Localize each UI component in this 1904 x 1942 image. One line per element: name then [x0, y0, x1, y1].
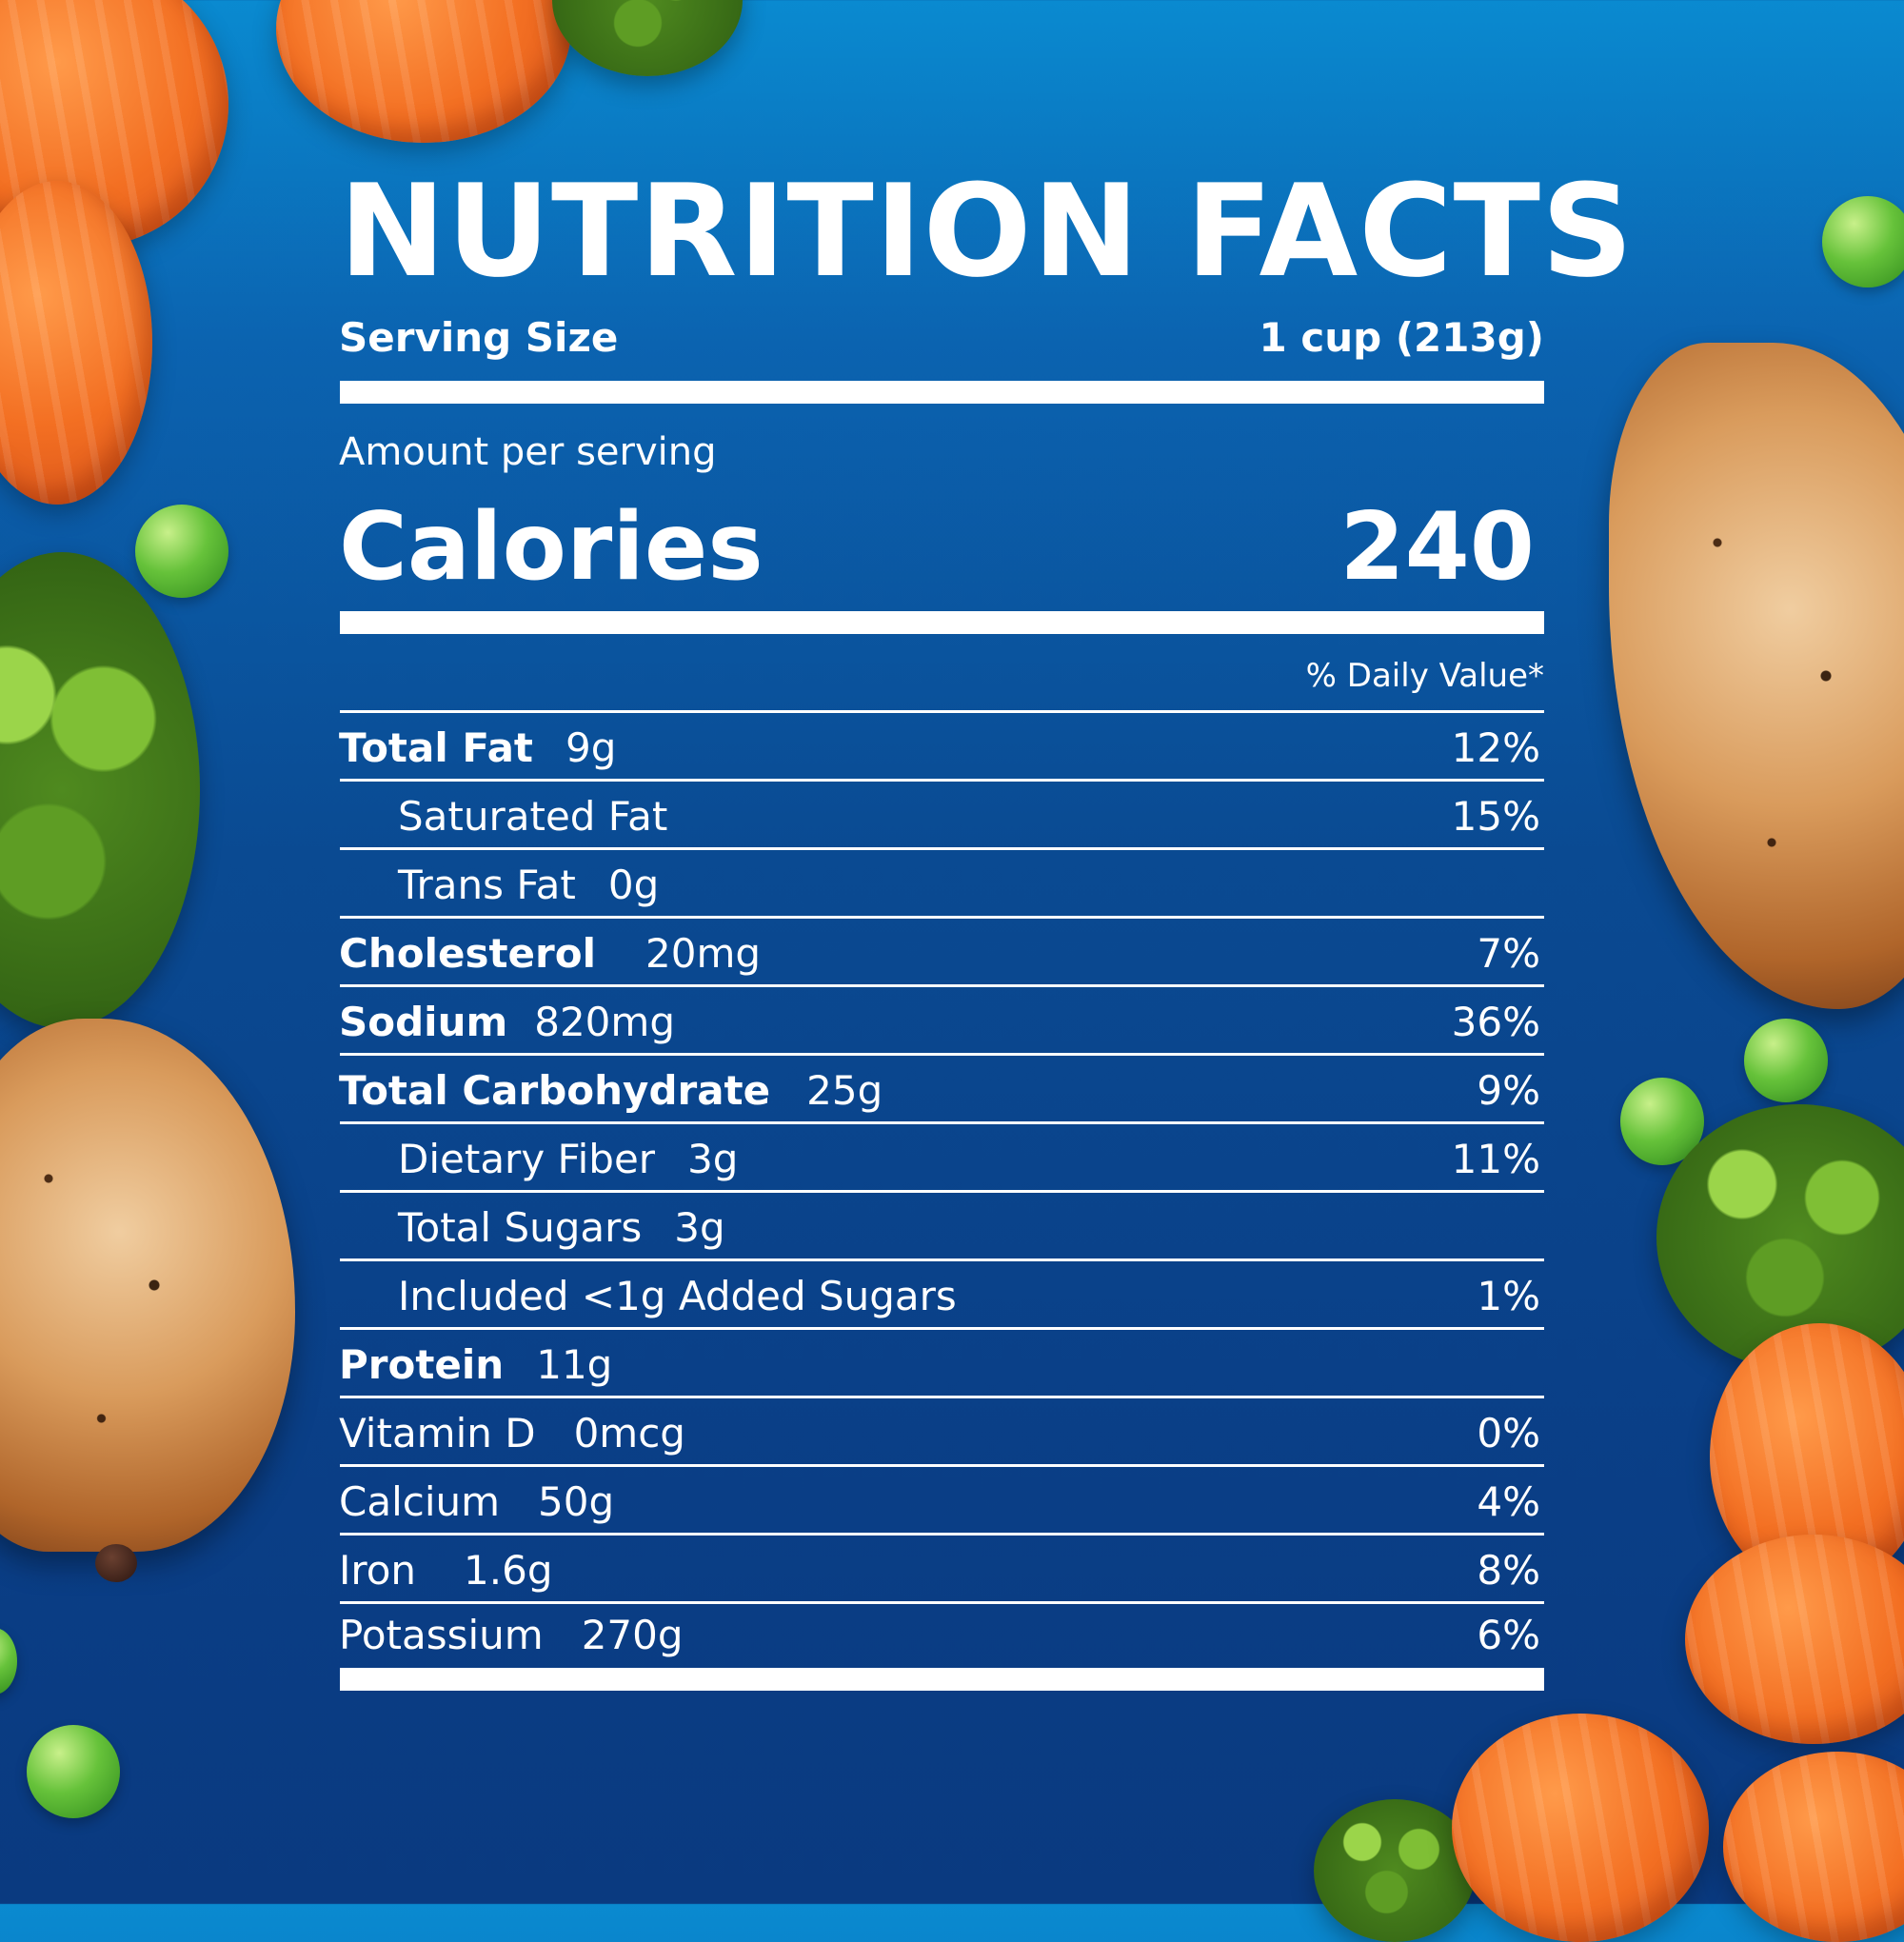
serving-size-row: Serving Size 1 cup (213g) — [339, 308, 1544, 366]
nutrient-name: Dietary Fiber — [398, 1135, 656, 1182]
nutrient-daily-value: 12% — [1451, 723, 1540, 771]
nutrient-name: Iron — [339, 1546, 417, 1594]
nutrient-amount: 0mcg — [573, 1409, 685, 1456]
pepper-image — [95, 1544, 137, 1582]
carrot-slice-image — [1685, 1535, 1904, 1744]
serving-size-value: 1 cup (213g) — [1259, 313, 1544, 361]
broccoli-image — [0, 552, 200, 1028]
nutrient-daily-value: 11% — [1451, 1135, 1540, 1182]
divider-thick — [340, 381, 1544, 404]
pea-image — [1744, 1019, 1828, 1102]
divider-thick — [340, 1668, 1544, 1691]
nutrient-row-calcium: Calcium 50g 4% — [339, 1468, 1544, 1535]
divider-thin — [340, 984, 1544, 987]
pea-image — [27, 1725, 120, 1818]
nutrient-row-vitamin-d: Vitamin D 0mcg 0% — [339, 1399, 1544, 1466]
divider-thin — [340, 1533, 1544, 1536]
label-title: NUTRITION FACTS — [339, 157, 1635, 306]
nutrient-amount: 11g — [536, 1340, 613, 1388]
nutrient-name: Total Carbohydrate — [339, 1066, 771, 1114]
nutrient-daily-value: 36% — [1451, 998, 1540, 1045]
serving-size-label: Serving Size — [339, 313, 619, 361]
nutrient-name: Vitamin D — [339, 1409, 536, 1456]
nutrient-amount: 20mg — [645, 929, 762, 977]
nutrient-row-saturated-fat: Saturated Fat 15% — [339, 783, 1544, 849]
nutrient-name: Saturated Fat — [398, 792, 668, 840]
nutrient-row-total-carbohydrate: Total Carbohydrate 25g 9% — [339, 1057, 1544, 1123]
nutrient-amount: 1.6g — [464, 1546, 553, 1594]
calories-label: Calories — [339, 493, 764, 602]
nutrient-amount: 9g — [565, 723, 617, 771]
pea-image — [0, 1628, 17, 1694]
nutrient-amount: 25g — [806, 1066, 883, 1114]
amount-per-serving: Amount per serving — [339, 430, 717, 474]
nutrient-name: Included <1g Added Sugars — [398, 1272, 957, 1319]
divider-thick — [340, 611, 1544, 634]
nutrient-daily-value: 4% — [1477, 1477, 1540, 1525]
nutrient-daily-value: 15% — [1451, 792, 1540, 840]
carrot-slice-image — [1723, 1752, 1904, 1942]
divider-thin — [340, 1327, 1544, 1330]
nutrient-amount: 0g — [607, 861, 660, 908]
nutrient-daily-value: 7% — [1477, 929, 1540, 977]
nutrient-row-cholesterol: Cholesterol 20mg 7% — [339, 920, 1544, 986]
nutrient-row-iron: Iron 1.6g 8% — [339, 1536, 1544, 1603]
carrot-slice-image — [276, 0, 571, 143]
nutrient-daily-value: 9% — [1477, 1066, 1540, 1114]
carrot-slice-image — [0, 181, 152, 505]
pea-image — [1822, 196, 1904, 287]
divider-thin — [340, 710, 1544, 713]
nutrient-daily-value: 8% — [1477, 1546, 1540, 1594]
divider-thin — [340, 1053, 1544, 1056]
roasted-chicken-image — [0, 1019, 295, 1552]
divider-thin — [340, 1121, 1544, 1124]
nutrient-row-total-fat: Total Fat 9g 12% — [339, 714, 1544, 781]
nutrient-amount: 50g — [538, 1477, 615, 1525]
nutrient-amount: 820mg — [534, 998, 675, 1045]
nutrient-daily-value: 6% — [1477, 1611, 1540, 1658]
divider-thin — [340, 1464, 1544, 1467]
nutrient-row-added-sugars: Included <1g Added Sugars 1% — [339, 1262, 1544, 1329]
calories-value: 240 — [1339, 493, 1535, 602]
divider-thin — [340, 1258, 1544, 1261]
nutrient-daily-value: 1% — [1477, 1272, 1540, 1319]
broccoli-image — [552, 0, 743, 76]
divider-thin — [340, 779, 1544, 782]
divider-thin — [340, 916, 1544, 919]
nutrient-name: Trans Fat — [398, 861, 576, 908]
divider-thin — [340, 1601, 1544, 1604]
daily-value-header: % Daily Value* — [1305, 657, 1544, 695]
nutrient-name: Total Sugars — [398, 1203, 643, 1251]
divider-thin — [340, 1190, 1544, 1193]
nutrient-name: Potassium — [339, 1611, 544, 1658]
nutrient-row-total-sugars: Total Sugars 3g — [339, 1194, 1544, 1260]
nutrient-row-potassium: Potassium 270g 6% — [339, 1601, 1544, 1668]
nutrient-name: Total Fat — [339, 723, 534, 771]
nutrient-amount: 3g — [674, 1203, 725, 1251]
nutrient-daily-value: 0% — [1477, 1409, 1540, 1456]
nutrient-row-protein: Protein 11g — [339, 1331, 1544, 1397]
divider-thin — [340, 847, 1544, 850]
nutrient-amount: 3g — [687, 1135, 739, 1182]
nutrient-name: Sodium — [339, 998, 508, 1045]
nutrient-row-sodium: Sodium 820mg 36% — [339, 988, 1544, 1055]
nutrient-name: Protein — [339, 1340, 505, 1388]
nutrient-amount: 270g — [581, 1611, 684, 1658]
pea-image — [135, 505, 228, 598]
broccoli-image — [1656, 1104, 1904, 1371]
divider-thin — [340, 1396, 1544, 1398]
nutrient-name: Calcium — [339, 1477, 501, 1525]
nutrient-row-dietary-fiber: Dietary Fiber 3g 11% — [339, 1125, 1544, 1192]
nutrient-row-trans-fat: Trans Fat 0g — [339, 851, 1544, 918]
nutrient-name: Cholesterol — [339, 929, 596, 977]
calories-row: Calories 240 — [339, 493, 1544, 602]
carrot-slice-image — [1452, 1714, 1709, 1942]
roasted-chicken-image — [1609, 343, 1904, 1009]
